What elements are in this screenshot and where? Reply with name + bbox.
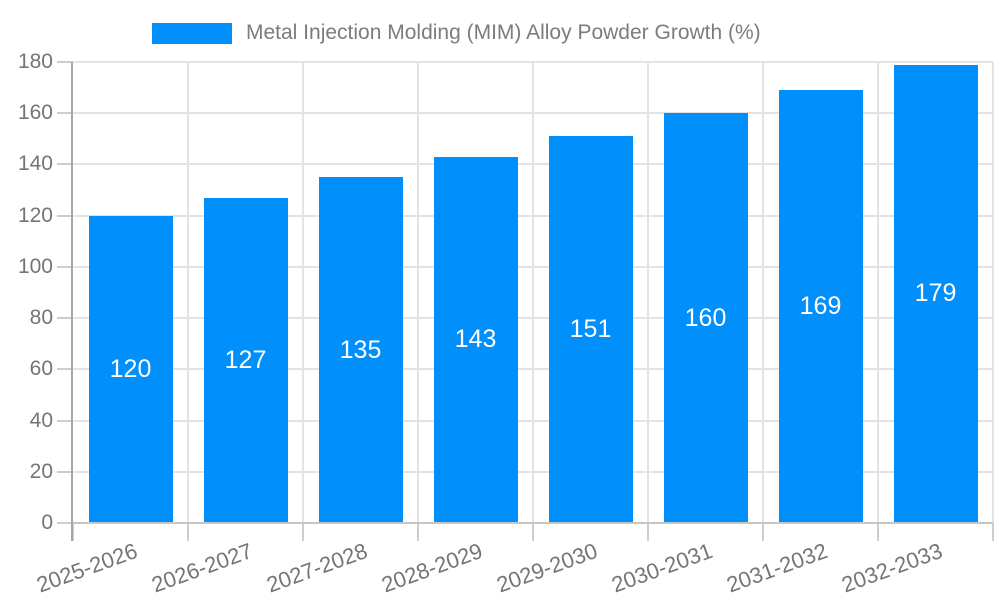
legend-color-swatch xyxy=(152,22,232,44)
x-gridline xyxy=(647,62,649,523)
bar-2027-2028[interactable]: 135 xyxy=(318,177,403,523)
bar-value-label: 143 xyxy=(454,325,497,354)
x-tick xyxy=(762,523,764,541)
y-axis-label: 0 xyxy=(41,511,53,534)
y-axis-label: 160 xyxy=(17,101,53,125)
bar-value-label: 151 xyxy=(569,315,612,344)
y-tick xyxy=(57,522,73,524)
bar-value-label: 120 xyxy=(109,354,152,383)
chart-legend[interactable]: Metal Injection Molding (MIM) Alloy Powd… xyxy=(152,21,761,45)
bar-2026-2027[interactable]: 127 xyxy=(203,197,288,523)
x-axis-label: 2032-2033 xyxy=(838,538,947,598)
bar-value-label: 179 xyxy=(914,279,957,308)
y-tick xyxy=(57,317,73,320)
x-axis-line xyxy=(73,522,993,524)
y-tick xyxy=(57,470,73,473)
x-gridline xyxy=(532,62,534,523)
y-tick xyxy=(57,112,73,115)
bar-2025-2026[interactable]: 120 xyxy=(88,215,173,523)
y-tick xyxy=(57,368,73,371)
x-tick xyxy=(877,523,879,541)
x-gridline xyxy=(187,62,189,523)
x-axis-label: 2027-2028 xyxy=(263,538,372,598)
y-tick xyxy=(57,61,73,63)
x-gridline xyxy=(992,62,994,523)
x-tick xyxy=(992,523,994,541)
x-axis-label: 2028-2029 xyxy=(378,538,487,598)
y-axis-label: 120 xyxy=(17,203,53,227)
bar-2030-2031[interactable]: 160 xyxy=(663,113,748,523)
x-gridline xyxy=(417,62,419,523)
y-axis-label: 140 xyxy=(17,152,53,176)
x-gridline xyxy=(877,62,879,523)
bar-2028-2029[interactable]: 143 xyxy=(433,156,518,523)
bar-value-label: 127 xyxy=(224,345,267,374)
x-tick xyxy=(187,523,189,541)
x-gridline xyxy=(762,62,764,523)
bar-value-label: 160 xyxy=(684,303,727,332)
y-axis-label: 40 xyxy=(29,408,53,432)
bar-value-label: 135 xyxy=(339,335,382,364)
y-tick xyxy=(57,214,73,217)
bar-2032-2033[interactable]: 179 xyxy=(893,64,978,523)
y-axis-label: 180 xyxy=(17,50,53,73)
y-axis-label: 20 xyxy=(29,459,53,483)
x-axis-label: 2025-2026 xyxy=(33,538,142,598)
x-axis-label: 2029-2030 xyxy=(493,538,602,598)
x-axis-label: 2030-2031 xyxy=(608,538,717,598)
x-tick xyxy=(647,523,649,541)
bar-2029-2030[interactable]: 151 xyxy=(548,136,633,523)
x-tick xyxy=(72,523,74,541)
y-tick xyxy=(57,265,73,268)
bar-2031-2032[interactable]: 169 xyxy=(778,90,863,523)
y-axis-label: 80 xyxy=(29,306,53,330)
x-tick xyxy=(417,523,419,541)
x-tick xyxy=(532,523,534,541)
x-axis-label: 2026-2027 xyxy=(148,538,257,598)
x-tick xyxy=(302,523,304,541)
y-tick xyxy=(57,163,73,166)
legend-series-label: Metal Injection Molding (MIM) Alloy Powd… xyxy=(246,21,761,44)
x-gridline xyxy=(302,62,304,523)
y-axis-label: 100 xyxy=(17,254,53,278)
y-axis-label: 60 xyxy=(29,357,53,381)
y-tick xyxy=(57,419,73,422)
bar-value-label: 169 xyxy=(799,292,842,321)
y-axis-line xyxy=(71,62,73,541)
x-axis-label: 2031-2032 xyxy=(723,538,832,598)
